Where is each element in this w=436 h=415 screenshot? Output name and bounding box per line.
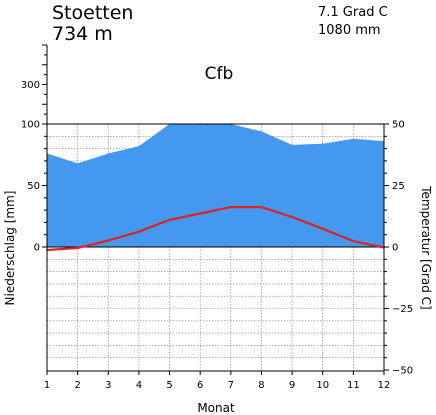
precipitation-point xyxy=(138,145,140,147)
month-tick-label: 5 xyxy=(166,380,172,391)
precipitation-point xyxy=(322,143,324,145)
precipitation-point xyxy=(107,152,109,155)
temperature-point xyxy=(321,227,324,230)
temperature-point xyxy=(291,216,293,218)
precip-tick-label: 100 xyxy=(21,120,40,131)
month-tick-label: 11 xyxy=(347,380,360,391)
temperature-point xyxy=(107,239,110,242)
temp-tick-label: 0 xyxy=(392,243,398,254)
temperature-point xyxy=(260,206,263,209)
month-tick-label: 4 xyxy=(136,380,142,391)
month-tick-label: 1 xyxy=(44,380,50,391)
precipitation-point xyxy=(77,162,79,164)
temperature-point xyxy=(168,219,171,221)
temp-tick-label: −50 xyxy=(392,366,413,377)
precipitation-area xyxy=(47,124,384,247)
month-tick-label: 6 xyxy=(197,380,203,391)
plot-frame xyxy=(46,45,385,372)
x-axis-label: Monat xyxy=(197,401,235,415)
month-tick-label: 7 xyxy=(228,380,234,391)
station-elevation: 734 m xyxy=(52,23,113,45)
station-name: Stoetten xyxy=(52,2,133,24)
precip-tick-label: 300 xyxy=(21,80,40,91)
temp-tick-label: −25 xyxy=(392,304,413,315)
month-tick-label: 3 xyxy=(105,380,111,391)
precip-tick-label: 50 xyxy=(27,181,40,192)
right-axis-label: Temperatur [Grad C] xyxy=(419,185,433,309)
temperature-line xyxy=(46,206,385,252)
temp-tick-label: 25 xyxy=(392,181,405,192)
precipitation-point xyxy=(352,138,354,140)
precip-tick-label: 0 xyxy=(34,243,40,254)
precipitation-point xyxy=(260,130,263,132)
month-tick-label: 8 xyxy=(258,380,264,391)
precipitation-fills xyxy=(47,123,384,247)
temperature-point xyxy=(229,206,232,209)
month-tick-label: 12 xyxy=(378,380,391,391)
annual-precipitation: 1080 mm xyxy=(318,23,381,38)
month-tick-label: 2 xyxy=(74,380,80,391)
month-tick-label: 10 xyxy=(316,380,329,391)
left-axis-label: Niederschlag [mm] xyxy=(3,191,17,306)
temperature-point xyxy=(199,212,202,215)
precipitation-point xyxy=(291,144,293,146)
climate-class: Cfb xyxy=(205,64,234,84)
temperature-point xyxy=(76,247,79,249)
mean-temperature: 7.1 Grad C xyxy=(318,5,388,20)
temperature-point xyxy=(138,230,140,233)
month-tick-label: 9 xyxy=(289,380,295,391)
temperature-point xyxy=(352,240,355,242)
temp-tick-label: 50 xyxy=(392,120,405,131)
